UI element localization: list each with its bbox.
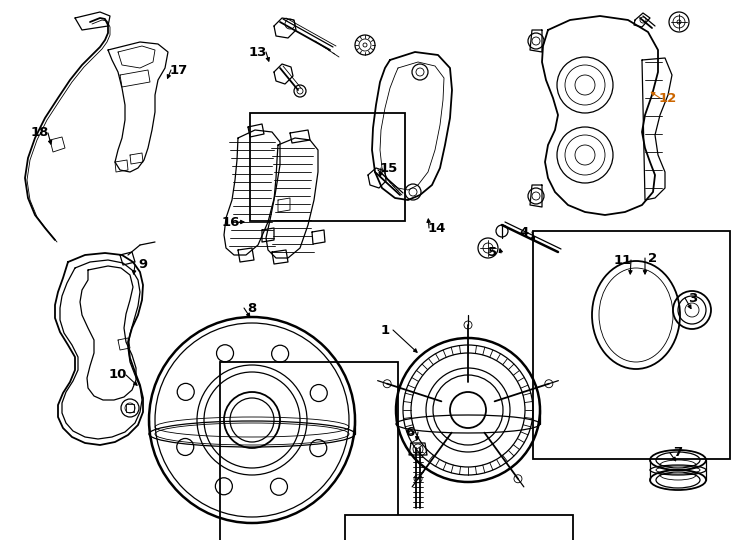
Bar — [220, 362, 398, 540]
Text: 7: 7 — [673, 447, 683, 460]
Text: 8: 8 — [247, 301, 257, 314]
Bar — [250, 113, 405, 221]
Text: 5: 5 — [488, 246, 498, 260]
Text: 13: 13 — [249, 45, 267, 58]
Text: 10: 10 — [109, 368, 127, 381]
Bar — [533, 231, 730, 459]
Text: 12: 12 — [659, 91, 677, 105]
Text: 4: 4 — [520, 226, 528, 239]
Text: 3: 3 — [688, 292, 697, 305]
Text: 17: 17 — [170, 64, 188, 77]
Text: 1: 1 — [380, 323, 390, 336]
Text: 18: 18 — [31, 126, 49, 139]
Text: 2: 2 — [648, 252, 658, 265]
Bar — [345, 515, 573, 540]
Text: 15: 15 — [380, 161, 398, 174]
Text: 6: 6 — [405, 426, 415, 438]
Text: 9: 9 — [139, 259, 148, 272]
Text: 11: 11 — [614, 253, 632, 267]
Text: 16: 16 — [222, 215, 240, 228]
Text: 14: 14 — [428, 221, 446, 234]
